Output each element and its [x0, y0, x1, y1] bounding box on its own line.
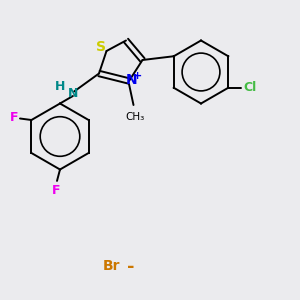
Text: +: + — [133, 70, 142, 81]
Text: N: N — [68, 87, 79, 100]
Text: S: S — [96, 40, 106, 54]
Text: -: - — [127, 258, 134, 276]
Text: CH₃: CH₃ — [125, 112, 145, 122]
Text: Br: Br — [102, 259, 120, 272]
Text: H: H — [55, 80, 65, 94]
Text: Cl: Cl — [243, 81, 256, 94]
Text: N: N — [126, 73, 137, 86]
Text: F: F — [52, 184, 61, 197]
Text: F: F — [9, 111, 18, 124]
